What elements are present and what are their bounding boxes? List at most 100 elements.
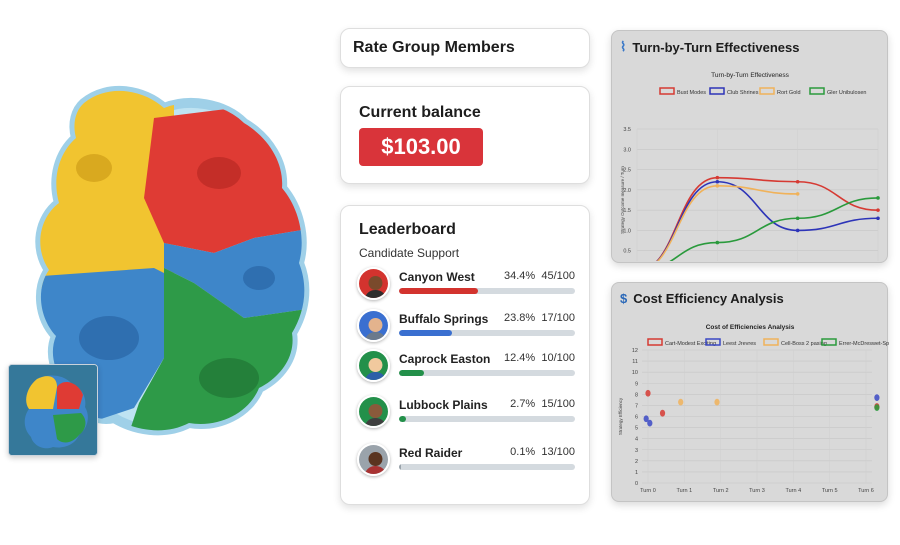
candidate-stats: 23.8% 17/100 [504, 312, 575, 324]
series-point [715, 179, 720, 184]
series-point [795, 216, 800, 221]
y-tick-label: 1.0 [623, 228, 631, 234]
cost-efficiency-chart-heading: Cost Efficiency Analysis [633, 291, 784, 306]
x-tick-label: Turn 0 [640, 488, 656, 494]
dollar-icon: $ [620, 291, 628, 306]
chart-title: Cost of Efficiencies Analysis [706, 324, 795, 331]
support-progress-track [399, 330, 575, 336]
candidate-score: 17/100 [541, 312, 575, 324]
region-blue-east[interactable] [164, 228, 314, 318]
y-tick-label: 8 [635, 392, 638, 398]
scatter-point [645, 389, 651, 397]
y-axis-label: Strategy Efficiency [618, 397, 623, 435]
leaderboard-row[interactable]: Red Raider 0.1% 13/100 [357, 443, 579, 483]
legend-swatch [809, 87, 825, 95]
candidate-percent: 34.4% [504, 270, 536, 282]
y-tick-label: 0 [635, 481, 638, 487]
candidate-score: 10/100 [541, 352, 575, 364]
scatter-point [874, 404, 880, 412]
y-tick-label: 3.5 [623, 127, 631, 133]
candidate-name: Canyon West [399, 270, 475, 284]
leaderboard-row[interactable]: Caprock Easton 12.4% 10/100 [357, 349, 579, 389]
candidate-name: Caprock Easton [399, 352, 491, 366]
candidate-name: Buffalo Springs [399, 312, 489, 326]
leaderboard-subtitle: Candidate Support [359, 246, 460, 260]
leaderboard-card: Leaderboard Candidate Support Canyon Wes… [340, 205, 590, 505]
rate-group-members-card[interactable]: Rate Group Members [340, 28, 590, 68]
legend-label: Leest Jrevres [723, 341, 756, 347]
candidate-name: Red Raider [399, 446, 463, 460]
cost-efficiency-chart: Cost of Efficiencies Analysis Cart-Modest… [618, 324, 889, 494]
y-tick-label: 11 [632, 359, 638, 365]
balance-value: $103.00 [359, 128, 483, 166]
effectiveness-chart-header: ⌇ Turn-by-Turn Effectiveness [620, 39, 799, 55]
legend-swatch [821, 338, 837, 346]
y-tick-label: 1 [635, 470, 638, 476]
region-yellow-shade [76, 154, 112, 182]
series-point [715, 240, 720, 245]
leaderboard-title: Leaderboard [359, 221, 456, 238]
scatter-point [714, 398, 720, 406]
legend-label: Bust Modes [677, 90, 706, 96]
candidate-stats: 12.4% 10/100 [504, 352, 575, 364]
candidate-score: 13/100 [541, 446, 575, 458]
support-progress-track [399, 288, 575, 294]
scatter-point [659, 409, 666, 417]
legend-label: Rort Gold [777, 90, 801, 96]
rate-group-members-title: Rate Group Members [353, 39, 515, 56]
candidate-stats: 2.7% 15/100 [510, 398, 575, 410]
candidate-score: 45/100 [541, 270, 575, 282]
avatar [357, 395, 390, 428]
candidate-percent: 12.4% [504, 352, 536, 364]
series-point [715, 184, 720, 188]
x-tick-label: Turn 2 [713, 488, 729, 494]
leaderboard-row[interactable]: Buffalo Springs 23.8% 17/100 [357, 309, 579, 349]
scatter-point [647, 419, 653, 427]
chart-title: Turn-by-Turn Effectiveness [711, 72, 790, 79]
y-tick-label: 4 [635, 437, 638, 443]
legend-swatch [763, 338, 779, 346]
leaderboard-row[interactable]: Canyon West 34.4% 45/100 [357, 267, 579, 307]
legend-label: Errer-McDreswet-Spaing [839, 341, 889, 347]
support-progress-fill [399, 288, 479, 294]
effectiveness-chart-heading: Turn-by-Turn Effectiveness [632, 39, 800, 55]
x-tick-label: Turn 3 [749, 488, 765, 494]
y-tick-label: 12 [632, 348, 638, 354]
scatter-point [874, 394, 880, 402]
y-tick-label: 2.0 [623, 188, 631, 194]
x-tick-label: Turn 4 [785, 488, 801, 494]
y-tick-label: 0.5 [623, 249, 631, 255]
candidate-stats: 0.1% 13/100 [510, 446, 575, 458]
effectiveness-chart: Turn-by-Turn Effectiveness Bust Modes Club… [620, 72, 880, 261]
region-blue-east-shade [243, 266, 275, 290]
candidate-stats: 34.4% 45/100 [504, 270, 575, 282]
leaderboard-row[interactable]: Lubbock Plains 2.7% 15/100 [357, 395, 579, 435]
series-line [656, 184, 798, 261]
support-progress-track [399, 464, 575, 470]
support-progress-fill [399, 330, 452, 336]
avatar [357, 309, 390, 342]
series-point [876, 208, 880, 212]
y-tick-label: 2.5 [623, 168, 631, 174]
series-point [715, 175, 720, 180]
y-tick-label: 1.5 [623, 208, 631, 214]
y-tick-label: 2 [635, 459, 638, 465]
legend-swatch [647, 338, 663, 346]
series-point [795, 179, 800, 184]
y-tick-label: 3 [635, 448, 638, 454]
x-tick-label: Turn 6 [858, 488, 874, 494]
support-progress-track [399, 416, 575, 422]
legend-label: Cart-Modest Exciting [665, 341, 716, 347]
candidate-percent: 2.7% [510, 398, 536, 410]
support-progress-fill [399, 464, 401, 470]
minimap[interactable] [8, 364, 98, 456]
avatar [357, 349, 390, 382]
candidate-percent: 0.1% [510, 446, 536, 458]
cost-efficiency-chart-card: $ Cost Efficiency Analysis Cost of Effic… [611, 282, 889, 502]
effectiveness-chart-card: ⌇ Turn-by-Turn Effectiveness Turn-by-Tur… [611, 30, 888, 263]
y-axis-label: Strategy Outcome measure / Turn [620, 166, 625, 234]
region-blue-shade [79, 316, 139, 360]
balance-card: Current balance $103.00 [340, 86, 590, 184]
candidate-percent: 23.8% [504, 312, 536, 324]
cost-efficiency-chart-header: $ Cost Efficiency Analysis [620, 291, 784, 306]
